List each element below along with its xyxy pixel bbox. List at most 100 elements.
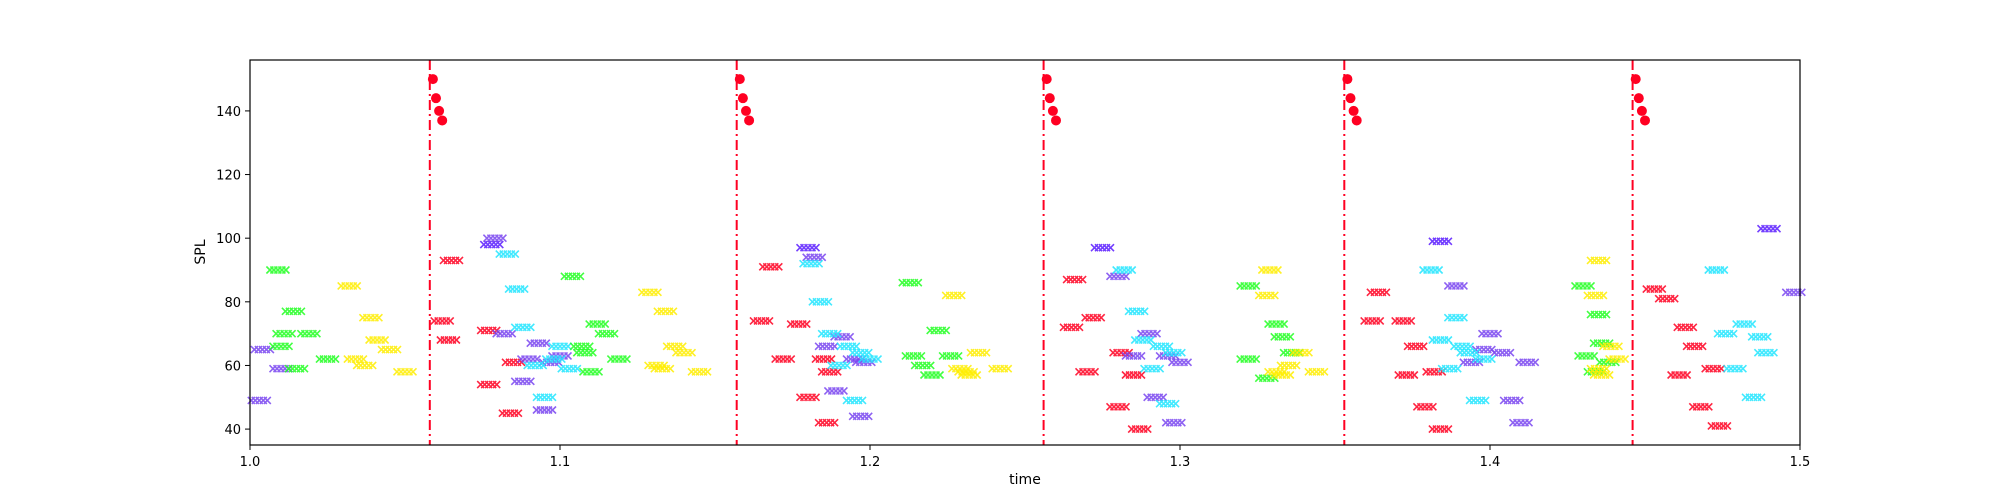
data-point-purple xyxy=(1515,358,1540,367)
data-point-cyan xyxy=(1437,364,1462,373)
data-point-green xyxy=(569,342,594,351)
data-point-red xyxy=(1366,288,1391,297)
data-point-red xyxy=(1074,367,1100,376)
x-tick-label: 1.1 xyxy=(550,455,571,470)
data-point-blue xyxy=(1090,243,1115,252)
data-point-green xyxy=(296,329,321,338)
data-point-yellow xyxy=(1605,355,1630,364)
data-point-red xyxy=(1059,323,1084,332)
data-point-green xyxy=(898,278,923,287)
data-point-cyan xyxy=(1747,332,1772,341)
data-point-cyan xyxy=(842,396,867,405)
onset-dot xyxy=(1633,93,1644,104)
data-point-yellow xyxy=(1254,291,1279,300)
data-point-red xyxy=(498,409,523,418)
data-point-red xyxy=(1403,342,1428,351)
onset-dot xyxy=(437,115,448,126)
data-point-cyan xyxy=(1713,329,1738,338)
onset-dot xyxy=(434,105,445,116)
data-point-yellow xyxy=(671,348,697,357)
data-point-cyan xyxy=(1450,342,1475,351)
data-point-cyan xyxy=(808,297,833,306)
data-point-green xyxy=(919,370,945,380)
x-tick-label: 1.3 xyxy=(1170,455,1191,470)
data-point-red xyxy=(758,262,783,271)
y-tick-label: 100 xyxy=(216,232,241,247)
data-point-red xyxy=(1127,425,1152,434)
data-point-red xyxy=(1081,313,1106,322)
data-point-green xyxy=(265,265,290,275)
data-point-purple xyxy=(1121,351,1146,360)
data-point-cyan xyxy=(504,285,529,294)
data-point-purple xyxy=(823,386,848,395)
onset-dot xyxy=(1044,93,1055,104)
data-point-yellow xyxy=(687,367,712,376)
data-point-purple xyxy=(1443,281,1468,290)
data-point-cyan xyxy=(1704,265,1729,275)
onset-dot xyxy=(741,105,751,116)
data-point-red xyxy=(786,320,811,329)
data-point-cyan xyxy=(1471,355,1496,364)
data-point-green xyxy=(1574,351,1599,360)
onset-dot xyxy=(427,74,438,85)
data-point-red xyxy=(1121,370,1146,380)
data-point-red xyxy=(1701,364,1726,373)
data-point-green xyxy=(606,355,631,364)
data-point-purple xyxy=(1499,396,1524,405)
data-point-purple xyxy=(1490,348,1515,357)
data-point-cyan xyxy=(1732,320,1757,329)
onset-dot xyxy=(744,115,755,126)
data-point-purple xyxy=(1167,358,1193,367)
data-point-cyan xyxy=(1741,393,1766,402)
data-point-cyan xyxy=(1149,342,1174,351)
y-tick-label: 40 xyxy=(224,423,241,438)
data-point-red xyxy=(1105,402,1131,411)
data-point-purple xyxy=(510,377,535,386)
data-point-yellow xyxy=(1583,291,1608,300)
onset-dot xyxy=(1348,105,1359,116)
onset-dot xyxy=(734,74,745,85)
data-point-green xyxy=(938,351,963,360)
x-tick-label: 1.2 xyxy=(860,455,881,470)
data-point-green xyxy=(578,367,604,376)
data-point-yellow xyxy=(1589,370,1614,380)
onset-dot xyxy=(1636,105,1647,116)
data-point-yellow xyxy=(1257,265,1282,275)
data-point-red xyxy=(1654,294,1679,303)
data-point-yellow xyxy=(1288,348,1313,357)
data-point-yellow xyxy=(988,364,1013,373)
series-layer xyxy=(247,224,1806,434)
data-point-yellow xyxy=(358,313,383,322)
data-point-green xyxy=(1264,320,1289,329)
data-point-purple xyxy=(1136,329,1162,338)
data-point-red xyxy=(436,335,461,345)
y-axis-label: SPL xyxy=(193,239,209,264)
data-point-yellow xyxy=(365,335,390,345)
onset-dot xyxy=(1342,74,1353,85)
x-axis-label: time xyxy=(1009,472,1041,488)
data-point-cyan xyxy=(1456,348,1481,357)
data-point-red xyxy=(1667,370,1692,380)
data-point-yellow xyxy=(650,364,675,373)
data-point-green xyxy=(315,355,340,364)
data-point-yellow xyxy=(343,355,368,364)
data-point-blue xyxy=(1756,224,1782,233)
data-point-green xyxy=(572,348,597,357)
onset-dot xyxy=(737,93,748,104)
data-point-cyan xyxy=(1443,313,1468,322)
data-point-green xyxy=(281,307,306,316)
data-point-red xyxy=(439,256,464,265)
data-point-cyan xyxy=(1419,265,1444,275)
data-point-green xyxy=(272,329,297,338)
data-point-red xyxy=(1391,316,1416,325)
data-point-green xyxy=(901,351,926,360)
data-point-purple xyxy=(1161,418,1186,427)
onset-dot xyxy=(1041,74,1052,85)
data-point-blue xyxy=(479,240,504,249)
data-point-yellow xyxy=(1270,370,1295,380)
data-point-cyan xyxy=(1161,348,1186,357)
data-point-red xyxy=(1360,316,1385,325)
data-point-purple xyxy=(802,253,827,262)
data-point-yellow xyxy=(966,348,991,357)
